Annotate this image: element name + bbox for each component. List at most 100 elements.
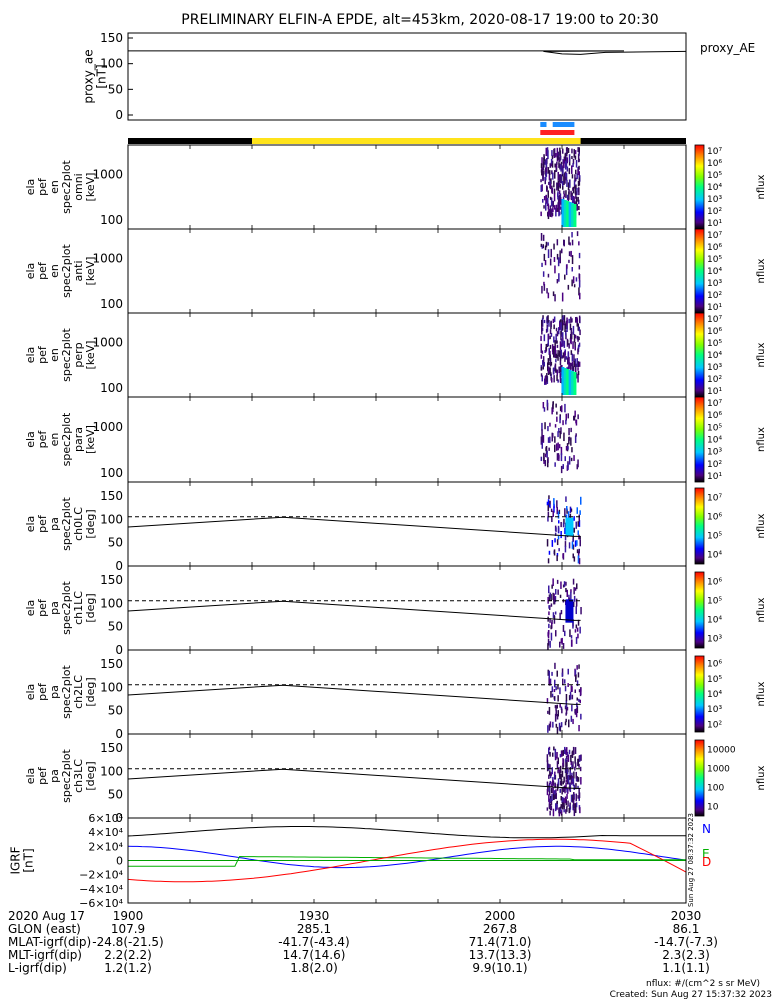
energy-panel-para-pixel (554, 462, 556, 467)
pitch-panel-ch0LC-pixel (550, 508, 553, 513)
pitch-panel-ch3LC-pixel (558, 807, 560, 814)
pitch-panel-ch2LC-pixel (575, 674, 577, 682)
pitch-panel-ch3LC-pixel (565, 747, 568, 752)
pitch-panel-ch3LC-pixel (566, 806, 568, 812)
energy-panel-anti-pixel (568, 236, 570, 245)
mlat-value-1: -41.7(-43.4) (278, 935, 349, 949)
pitch-panel-ch3LC-pixel (559, 808, 562, 813)
energy-panel-perp-pixel (559, 322, 561, 331)
pitch-panel-ch3LC-colorbar-tick-3: 10000 (707, 746, 736, 756)
pitch-panel-ch3LC-pixel (551, 767, 553, 775)
pitch-panel-ch2LC-pixel (564, 721, 567, 726)
energy-panel-omni-pixel (551, 150, 553, 157)
pitch-panel-ch2LC-ylabel-line-4: ch2LC (72, 675, 85, 709)
pitch-panel-ch3LC-pixel (574, 747, 577, 754)
energy-panel-para-pixel (560, 465, 563, 474)
pitch-panel-ch2LC-pixel (548, 707, 551, 715)
energy-panel-omni-pixel (545, 172, 548, 177)
pitch-panel-ch3LC-pixel (547, 785, 549, 792)
energy-panel-omni-pixel (571, 195, 574, 205)
energy-panel-perp-colorbar-tick-0: 10¹ (707, 387, 722, 397)
energy-panel-omni-ylabel-line-5: [keV] (84, 173, 97, 202)
energy-panel-anti-ylabel-line-5: [keV] (84, 257, 97, 286)
pitch-panel-ch2LC-pixel (575, 708, 578, 712)
proxy-ae-legend: proxy_AE (700, 41, 755, 55)
energy-panel-omni-pixel (541, 167, 543, 171)
proxy-ae-frame (127, 32, 687, 121)
pitch-panel-ch1LC-pixel (577, 633, 579, 639)
energy-panel-perp-pixel (553, 316, 556, 323)
energy-panel-omni-pixel (558, 208, 560, 212)
energy-panel-perp-pixel (574, 346, 576, 351)
pitch-panel-ch0LC-pixel (548, 495, 550, 499)
pitch-panel-ch2LC-pixel (547, 669, 549, 676)
pitch-panel-ch3LC-pixel (549, 751, 551, 757)
pitch-panel-ch1LC-pixel (548, 611, 550, 616)
pitch-panel-ch3LC-pixel (559, 781, 562, 786)
pitch-panel-ch2LC-pixel (564, 685, 567, 692)
pitch-panel-ch0LC-ylabel-line-0: ela (24, 516, 37, 533)
mlat-value-2: 71.4(71.0) (469, 935, 532, 949)
pitch-panel-ch3LC-pixel (552, 752, 554, 757)
glon-value-1: 285.1 (297, 922, 331, 936)
energy-panel-omni-pixel (566, 157, 568, 162)
energy-panel-perp-pixel (561, 322, 564, 331)
energy-panel-omni-pixel (574, 150, 577, 155)
pitch-panel-ch0LC-pixel (575, 521, 577, 529)
energy-panel-omni-pixel (544, 179, 546, 185)
energy-panel-para-pixel (560, 427, 562, 435)
pitch-panel-ch3LC-pixel (570, 754, 572, 763)
pitch-panel-ch3LC-ytick-3: 150 (100, 741, 123, 755)
pitch-panel-ch0LC-pixel (553, 549, 556, 556)
pitch-panel-ch2LC-pixel (569, 691, 572, 700)
energy-panel-omni-pixel (573, 180, 576, 186)
pitch-panel-ch0LC-pixel (547, 511, 550, 518)
pitch-panel-ch2LC-pixel (577, 672, 580, 678)
pitch-panel-ch3LC-pixel (553, 746, 555, 751)
pitch-panel-ch0LC-pixel (578, 520, 581, 527)
igrf-side-stamp: Sun Aug 27 08:37:32 2023 (687, 813, 695, 907)
pitch-panel-ch1LC-pixel (575, 598, 578, 607)
pitch-panel-ch1LC-pixel (565, 581, 567, 586)
energy-panel-omni-pixel (546, 186, 548, 190)
energy-panel-omni-pixel (545, 202, 547, 211)
energy-panel-anti-pixel (543, 281, 545, 286)
energy-panel-perp-pixel (555, 368, 557, 373)
energy-panel-para-pixel (573, 455, 575, 461)
pitch-panel-ch3LC-pixel (548, 774, 550, 779)
mlt-value-1: 14.7(14.6) (283, 948, 346, 962)
energy-panel-perp-ylabel-line-4: perp (72, 342, 85, 367)
pitch-panel-ch2LC-pixel (571, 694, 574, 700)
pitch-panel-ch2LC-pixel (557, 695, 559, 702)
pitch-panel-ch3LC-frame (127, 733, 687, 819)
energy-panel-para-ytick-1: 1000 (92, 420, 123, 434)
energy-panel-para-pixel (558, 444, 561, 449)
pitch-panel-ch2LC-pixel (561, 668, 564, 677)
energy-panel-anti-pixel (578, 241, 580, 246)
energy-panel-omni-pixel (559, 153, 561, 162)
x-tick-label-2: 2000 (485, 909, 516, 923)
energy-panel-omni-pixel (543, 205, 545, 209)
energy-panel-para-pixel (540, 436, 543, 445)
energy-panel-para-colorbar-tick-0: 10¹ (707, 472, 722, 482)
energy-panel-omni-pixel (565, 172, 568, 181)
energy-panel-omni-pixel (568, 168, 571, 175)
pitch-panel-ch3LC-pixel (550, 799, 553, 805)
energy-panel-para-colorbar-label: nflux (756, 427, 767, 452)
pitch-panel-ch0LC-pixel (558, 548, 560, 552)
energy-panel-perp-pixel (570, 316, 572, 323)
pitch-panel-ch0LC-pixel (572, 534, 574, 542)
pitch-panel-ch2LC-pixel (553, 696, 556, 700)
pitch-panel-ch1LC-ylabel: ela pef pa spec2plot ch1LC [deg] (24, 581, 97, 635)
energy-panel-omni-pixel (544, 161, 546, 165)
proxy-ae-ytick-0: 0 (115, 108, 123, 122)
pitch-panel-ch1LC-pixel (552, 578, 554, 587)
energy-panel-omni-pixel (559, 174, 561, 183)
energy-panel-perp-pixel (577, 367, 579, 371)
pitch-panel-ch3LC-ytick-1: 50 (108, 788, 123, 802)
pitch-panel-ch3LC-pixel (580, 777, 582, 785)
energy-panel-perp-pixel (566, 317, 568, 323)
energy-panel-perp-pixel (554, 340, 556, 349)
energy-panel-para-pixel (549, 436, 551, 443)
status-segment-0 (128, 138, 252, 144)
